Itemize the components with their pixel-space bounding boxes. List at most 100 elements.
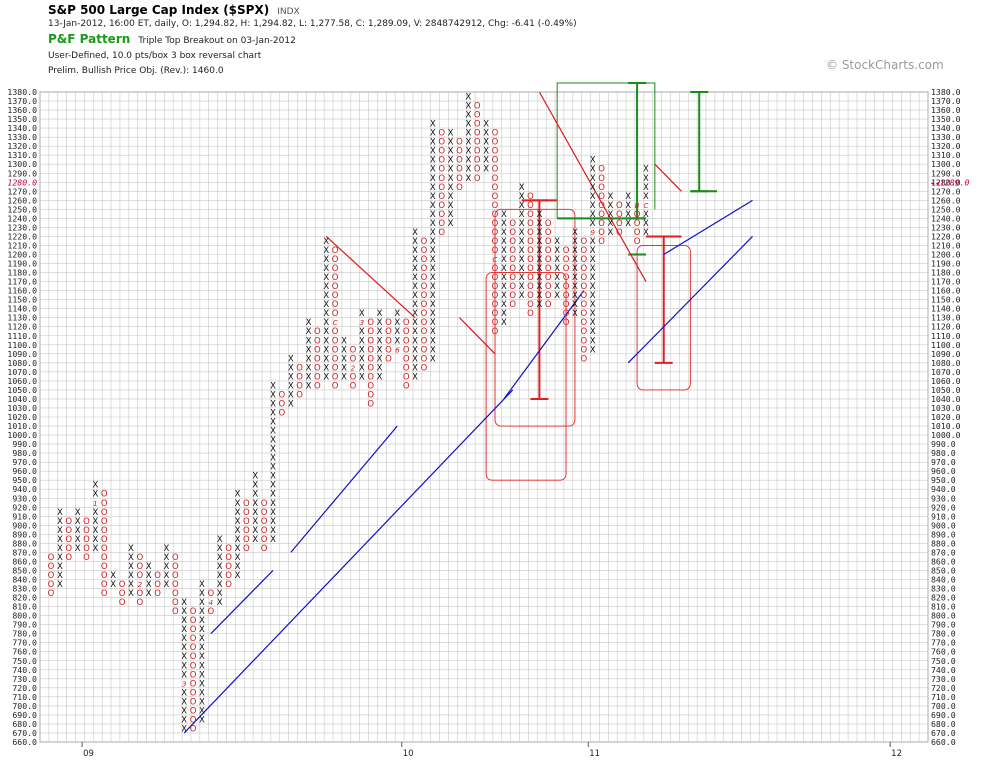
o-box: O [136, 571, 143, 581]
y-tick-label: 950.0 [12, 475, 37, 485]
o-box: O [545, 300, 552, 310]
o-box: O [296, 363, 303, 373]
month-marker: C [493, 256, 498, 264]
x-box: X [270, 445, 276, 455]
x-box: X [501, 300, 507, 310]
y-tick-label: 670.0 [12, 728, 37, 738]
y-tick-label: 1140.0 [931, 304, 961, 314]
x-box: X [181, 616, 187, 626]
y-tick-label: 1150.0 [931, 295, 961, 305]
x-box: X [430, 192, 436, 202]
x-box: X [519, 219, 525, 229]
x-box: X [412, 228, 418, 238]
o-box: O [243, 517, 250, 527]
o-box: O [101, 544, 108, 554]
x-box: X [270, 535, 276, 545]
x-box: X [448, 183, 454, 193]
x-box: X [412, 372, 418, 382]
x-box: X [235, 562, 241, 572]
o-box: O [545, 264, 552, 274]
y-tick-label: 1010.0 [931, 421, 961, 431]
o-box: O [101, 508, 108, 518]
x-box: X [572, 291, 578, 301]
x-box: X [128, 553, 134, 563]
y-tick-label: 770.0 [931, 638, 956, 648]
o-box: O [154, 580, 161, 590]
x-box: X [536, 219, 542, 229]
o-box: O [563, 255, 570, 265]
o-box: O [172, 571, 179, 581]
o-box: O [527, 255, 534, 265]
x-box: X [448, 147, 454, 157]
o-box: O [136, 553, 143, 563]
x-box: X [57, 535, 63, 545]
o-box: O [456, 147, 463, 157]
y-tick-label: 1030.0 [931, 403, 961, 413]
o-box: O [314, 372, 321, 382]
x-box: X [536, 282, 542, 292]
y-tick-label: 900.0 [931, 520, 956, 530]
x-box: X [323, 354, 329, 364]
x-box: X [536, 255, 542, 265]
month-marker: B [635, 202, 640, 210]
o-box: O [119, 589, 126, 599]
x-box: X [235, 526, 241, 536]
y-tick-label: 920.0 [12, 502, 37, 512]
o-box: O [492, 138, 499, 148]
y-tick-label: 1370.0 [931, 96, 961, 106]
y-tick-label: 970.0 [931, 457, 956, 467]
y-tick-label: 700.0 [12, 701, 37, 711]
current-price-marker: ◂◂1289.0 [930, 177, 970, 187]
o-box: O [474, 111, 481, 121]
x-box: X [608, 201, 614, 211]
bullish-support-line [290, 425, 398, 553]
x-box: X [199, 634, 205, 644]
o-box: O [492, 246, 499, 256]
y-tick-label: 990.0 [12, 439, 37, 449]
x-box: X [448, 129, 454, 139]
o-box: O [83, 526, 90, 536]
x-box: X [430, 345, 436, 355]
x-box: X [270, 418, 276, 428]
x-box: X [465, 165, 471, 175]
bearish-resistance-line [538, 91, 647, 282]
o-box: O [350, 372, 357, 382]
x-box: X [590, 282, 596, 292]
y-tick-label: 970.0 [12, 457, 37, 467]
o-box: O [456, 165, 463, 175]
y-tick-label: 1140.0 [7, 304, 37, 314]
y-tick-label: 710.0 [931, 692, 956, 702]
y-tick-label: 980.0 [12, 448, 37, 458]
y-tick-label: 1110.0 [931, 331, 961, 341]
grid [39, 91, 929, 743]
o-box: O [527, 282, 534, 292]
o-box: O [474, 165, 481, 175]
y-tick-label: 1110.0 [7, 331, 37, 341]
y-tick-label: 1130.0 [7, 313, 37, 323]
price-targets [485, 81, 717, 481]
o-box: O [509, 219, 516, 229]
x-box: X [199, 688, 205, 698]
o-box: O [421, 309, 428, 319]
x-box: X [323, 282, 329, 292]
x-box: X [501, 264, 507, 274]
x-box: X [554, 282, 560, 292]
o-box: O [492, 300, 499, 310]
x-box: X [430, 282, 436, 292]
o-box: O [616, 219, 623, 229]
y-tick-label: 870.0 [12, 547, 37, 557]
o-box: O [367, 318, 374, 328]
x-box: X [199, 661, 205, 671]
o-box: O [261, 526, 268, 536]
x-box: X [199, 598, 205, 608]
x-box: X [235, 490, 241, 500]
y-tick-label: 890.0 [931, 529, 956, 539]
x-box: X [359, 336, 365, 346]
x-box: X [430, 147, 436, 157]
o-box: O [421, 300, 428, 310]
y-tick-label: 800.0 [12, 611, 37, 621]
o-box: O [65, 544, 72, 554]
bearish-resistance-line [459, 317, 496, 355]
x-box: X [448, 156, 454, 166]
x-box: X [590, 246, 596, 256]
